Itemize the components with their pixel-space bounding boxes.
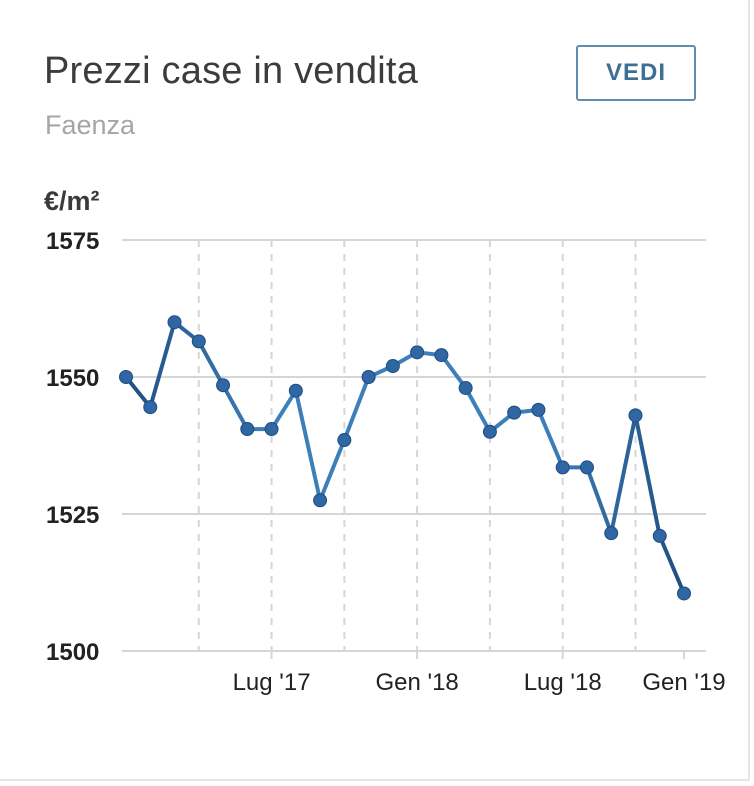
- data-point: [337, 433, 352, 448]
- x-tick-label: Gen '19: [642, 669, 725, 696]
- x-tick-label: Lug '17: [233, 669, 311, 696]
- data-point: [167, 315, 182, 330]
- data-point: [313, 493, 328, 508]
- data-point: [119, 370, 133, 384]
- data-point: [264, 422, 279, 437]
- data-point: [579, 460, 594, 475]
- price-series-line: [124, 320, 686, 596]
- data-point: [385, 359, 400, 374]
- y-tick-label: 1500: [46, 639, 99, 666]
- card-title: Prezzi case in vendita: [44, 50, 419, 92]
- data-point: [628, 408, 643, 423]
- data-point: [482, 424, 497, 439]
- data-point: [361, 370, 376, 384]
- y-tick-label: 1575: [46, 228, 99, 255]
- y-axis-unit-label: €/m²: [44, 186, 100, 216]
- data-point: [604, 526, 619, 541]
- data-point: [652, 528, 667, 543]
- data-point: [288, 383, 303, 398]
- data-point: [191, 334, 206, 349]
- data-point: [677, 586, 691, 601]
- data-point: [531, 402, 546, 417]
- data-point: [216, 378, 231, 393]
- data-point: [240, 422, 255, 437]
- view-button[interactable]: VEDI: [576, 45, 696, 101]
- data-point: [410, 345, 425, 360]
- data-point: [143, 400, 158, 415]
- data-point: [458, 380, 473, 395]
- x-tick-label: Gen '18: [375, 669, 458, 696]
- y-tick-label: 1550: [46, 365, 99, 392]
- x-tick-label: Lug '18: [524, 669, 602, 696]
- data-point: [507, 405, 522, 420]
- y-tick-label: 1525: [46, 502, 99, 529]
- data-point: [434, 348, 449, 363]
- data-point: [555, 460, 570, 475]
- location-subtitle: Faenza: [45, 110, 136, 140]
